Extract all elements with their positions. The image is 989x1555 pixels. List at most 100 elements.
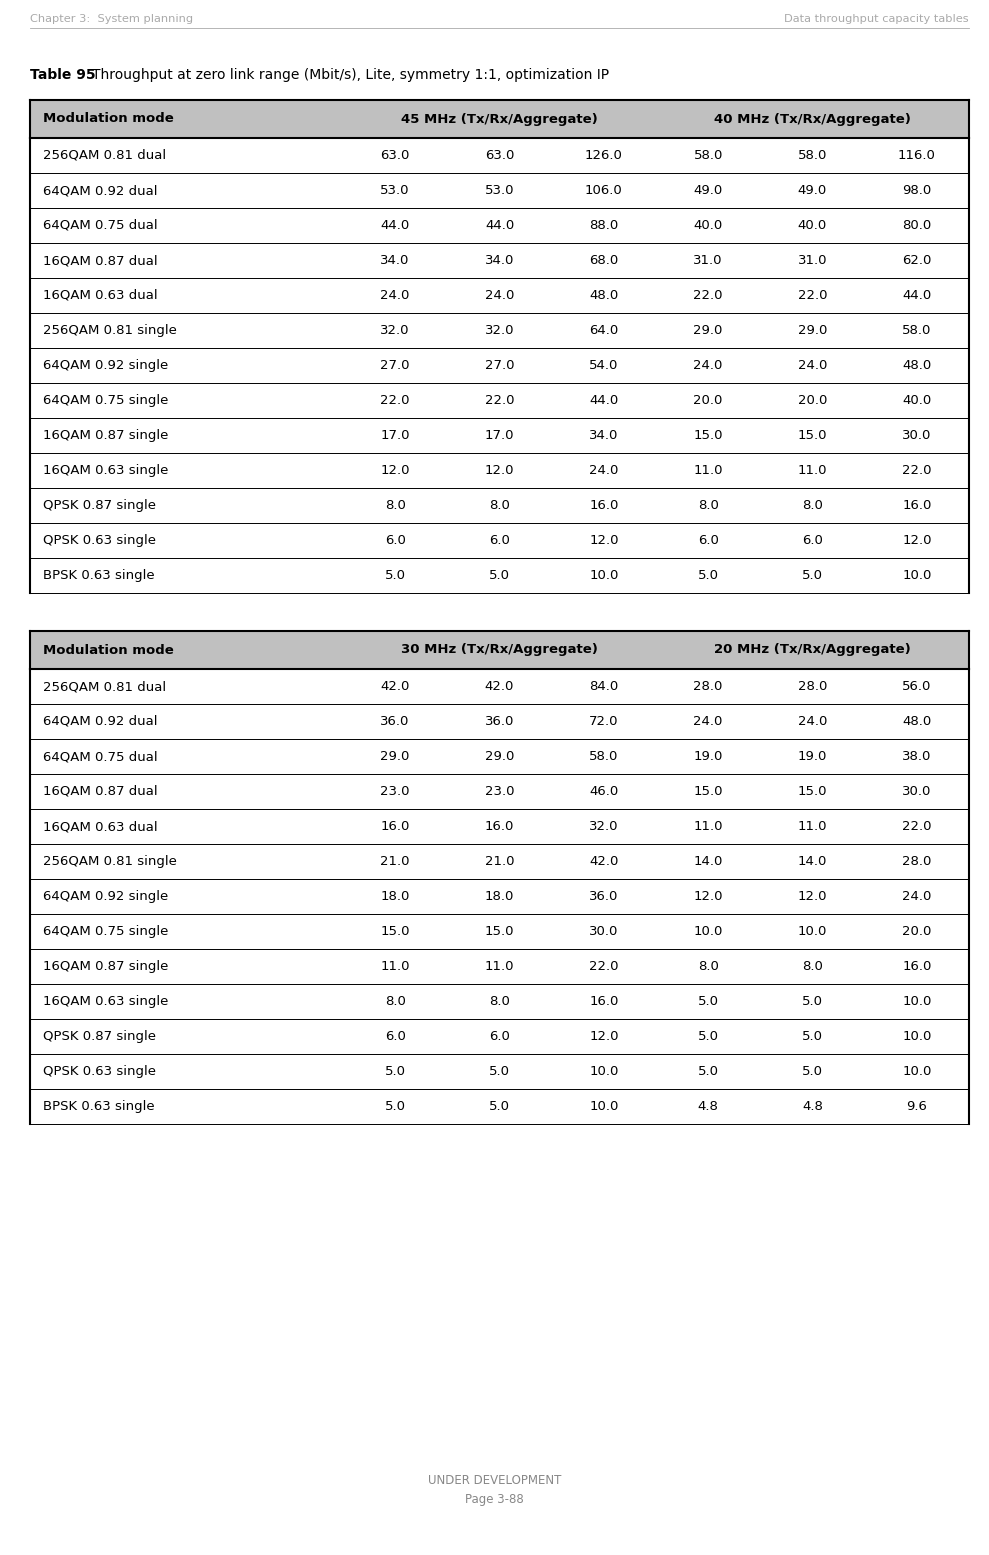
- Text: Throughput at zero link range (Mbit/s), Lite, symmetry 1:1, optimization IP: Throughput at zero link range (Mbit/s), …: [92, 68, 609, 82]
- Bar: [552, 100, 656, 138]
- Text: 116.0: 116.0: [898, 149, 936, 162]
- Text: 44.0: 44.0: [589, 393, 618, 407]
- Bar: [656, 100, 761, 138]
- Text: 15.0: 15.0: [798, 429, 827, 442]
- Text: 5.0: 5.0: [385, 1099, 405, 1113]
- Bar: [30, 631, 343, 669]
- Text: 11.0: 11.0: [798, 819, 827, 833]
- Text: 9.6: 9.6: [906, 1099, 928, 1113]
- Text: 256QAM 0.81 dual: 256QAM 0.81 dual: [43, 680, 165, 694]
- Text: 14.0: 14.0: [693, 855, 723, 868]
- Text: 17.0: 17.0: [381, 429, 409, 442]
- Text: 22.0: 22.0: [381, 393, 409, 407]
- Text: Modulation mode: Modulation mode: [43, 644, 173, 656]
- Text: 12.0: 12.0: [381, 463, 409, 477]
- Text: 44.0: 44.0: [381, 219, 409, 232]
- Text: 6.0: 6.0: [385, 1029, 405, 1043]
- Text: 5.0: 5.0: [697, 995, 719, 1008]
- Text: 32.0: 32.0: [381, 323, 409, 337]
- Text: 58.0: 58.0: [798, 149, 827, 162]
- Text: 6.0: 6.0: [385, 533, 405, 547]
- Text: 40.0: 40.0: [798, 219, 827, 232]
- Text: 36.0: 36.0: [381, 715, 409, 728]
- Text: 30.0: 30.0: [902, 429, 932, 442]
- Text: 32.0: 32.0: [485, 323, 514, 337]
- Text: 62.0: 62.0: [902, 253, 932, 267]
- Text: 8.0: 8.0: [802, 499, 823, 512]
- Text: 10.0: 10.0: [589, 1065, 618, 1078]
- Text: 16QAM 0.63 dual: 16QAM 0.63 dual: [43, 289, 157, 302]
- Text: 6.0: 6.0: [490, 533, 510, 547]
- Text: 24.0: 24.0: [798, 715, 827, 728]
- Text: 64QAM 0.92 dual: 64QAM 0.92 dual: [43, 715, 157, 728]
- Text: 8.0: 8.0: [697, 499, 719, 512]
- Text: 48.0: 48.0: [902, 359, 932, 372]
- Text: 49.0: 49.0: [798, 183, 827, 197]
- Text: 31.0: 31.0: [693, 253, 723, 267]
- Text: 44.0: 44.0: [485, 219, 514, 232]
- Text: 64QAM 0.75 dual: 64QAM 0.75 dual: [43, 750, 157, 764]
- Bar: [343, 100, 447, 138]
- Text: 5.0: 5.0: [489, 1099, 510, 1113]
- Bar: [761, 631, 864, 669]
- Text: 22.0: 22.0: [693, 289, 723, 302]
- Text: 21.0: 21.0: [381, 855, 409, 868]
- Text: 15.0: 15.0: [798, 785, 827, 798]
- Text: 256QAM 0.81 dual: 256QAM 0.81 dual: [43, 149, 165, 162]
- Bar: [343, 631, 447, 669]
- Text: 10.0: 10.0: [902, 995, 932, 1008]
- Text: 20 MHz (Tx/Rx/Aggregate): 20 MHz (Tx/Rx/Aggregate): [714, 644, 911, 656]
- Text: 28.0: 28.0: [798, 680, 827, 694]
- Text: 10.0: 10.0: [589, 569, 618, 582]
- Text: 16QAM 0.87 dual: 16QAM 0.87 dual: [43, 253, 157, 267]
- Text: 56.0: 56.0: [902, 680, 932, 694]
- Text: 46.0: 46.0: [589, 785, 618, 798]
- Text: 5.0: 5.0: [802, 1065, 823, 1078]
- Text: 64QAM 0.75 single: 64QAM 0.75 single: [43, 393, 168, 407]
- Text: 12.0: 12.0: [589, 1029, 618, 1043]
- Text: 11.0: 11.0: [693, 463, 723, 477]
- Text: 30 MHz (Tx/Rx/Aggregate): 30 MHz (Tx/Rx/Aggregate): [402, 644, 598, 656]
- Text: 12.0: 12.0: [693, 889, 723, 903]
- Text: 5.0: 5.0: [697, 1029, 719, 1043]
- Text: 45 MHz (Tx/Rx/Aggregate): 45 MHz (Tx/Rx/Aggregate): [402, 112, 598, 126]
- Text: 18.0: 18.0: [485, 889, 514, 903]
- Text: 8.0: 8.0: [385, 499, 405, 512]
- Text: 29.0: 29.0: [381, 750, 409, 764]
- Text: 14.0: 14.0: [798, 855, 827, 868]
- Text: 10.0: 10.0: [798, 925, 827, 938]
- Text: 256QAM 0.81 single: 256QAM 0.81 single: [43, 855, 176, 868]
- Text: 12.0: 12.0: [902, 533, 932, 547]
- Bar: [864, 631, 969, 669]
- Text: 24.0: 24.0: [798, 359, 827, 372]
- Text: 16.0: 16.0: [589, 995, 618, 1008]
- Text: 53.0: 53.0: [381, 183, 409, 197]
- Text: 4.8: 4.8: [802, 1099, 823, 1113]
- Text: 64QAM 0.92 dual: 64QAM 0.92 dual: [43, 183, 157, 197]
- Text: 32.0: 32.0: [589, 819, 618, 833]
- Text: 5.0: 5.0: [385, 569, 405, 582]
- Text: 64.0: 64.0: [589, 323, 618, 337]
- Text: 98.0: 98.0: [902, 183, 932, 197]
- Text: 42.0: 42.0: [589, 855, 618, 868]
- Text: 6.0: 6.0: [697, 533, 719, 547]
- Text: 21.0: 21.0: [485, 855, 514, 868]
- Text: 8.0: 8.0: [697, 959, 719, 973]
- Text: 10.0: 10.0: [589, 1099, 618, 1113]
- Text: 54.0: 54.0: [589, 359, 618, 372]
- Text: 16.0: 16.0: [902, 959, 932, 973]
- Text: 4.8: 4.8: [697, 1099, 719, 1113]
- Text: 80.0: 80.0: [902, 219, 932, 232]
- Text: 16QAM 0.63 dual: 16QAM 0.63 dual: [43, 819, 157, 833]
- Text: 88.0: 88.0: [589, 219, 618, 232]
- Text: 23.0: 23.0: [381, 785, 409, 798]
- Text: 10.0: 10.0: [693, 925, 723, 938]
- Text: BPSK 0.63 single: BPSK 0.63 single: [43, 569, 154, 582]
- Text: 6.0: 6.0: [802, 533, 823, 547]
- Text: 64QAM 0.92 single: 64QAM 0.92 single: [43, 889, 168, 903]
- Text: 8.0: 8.0: [490, 995, 510, 1008]
- Text: 16.0: 16.0: [381, 819, 409, 833]
- Text: 22.0: 22.0: [798, 289, 827, 302]
- Bar: [656, 631, 761, 669]
- Text: 6.0: 6.0: [490, 1029, 510, 1043]
